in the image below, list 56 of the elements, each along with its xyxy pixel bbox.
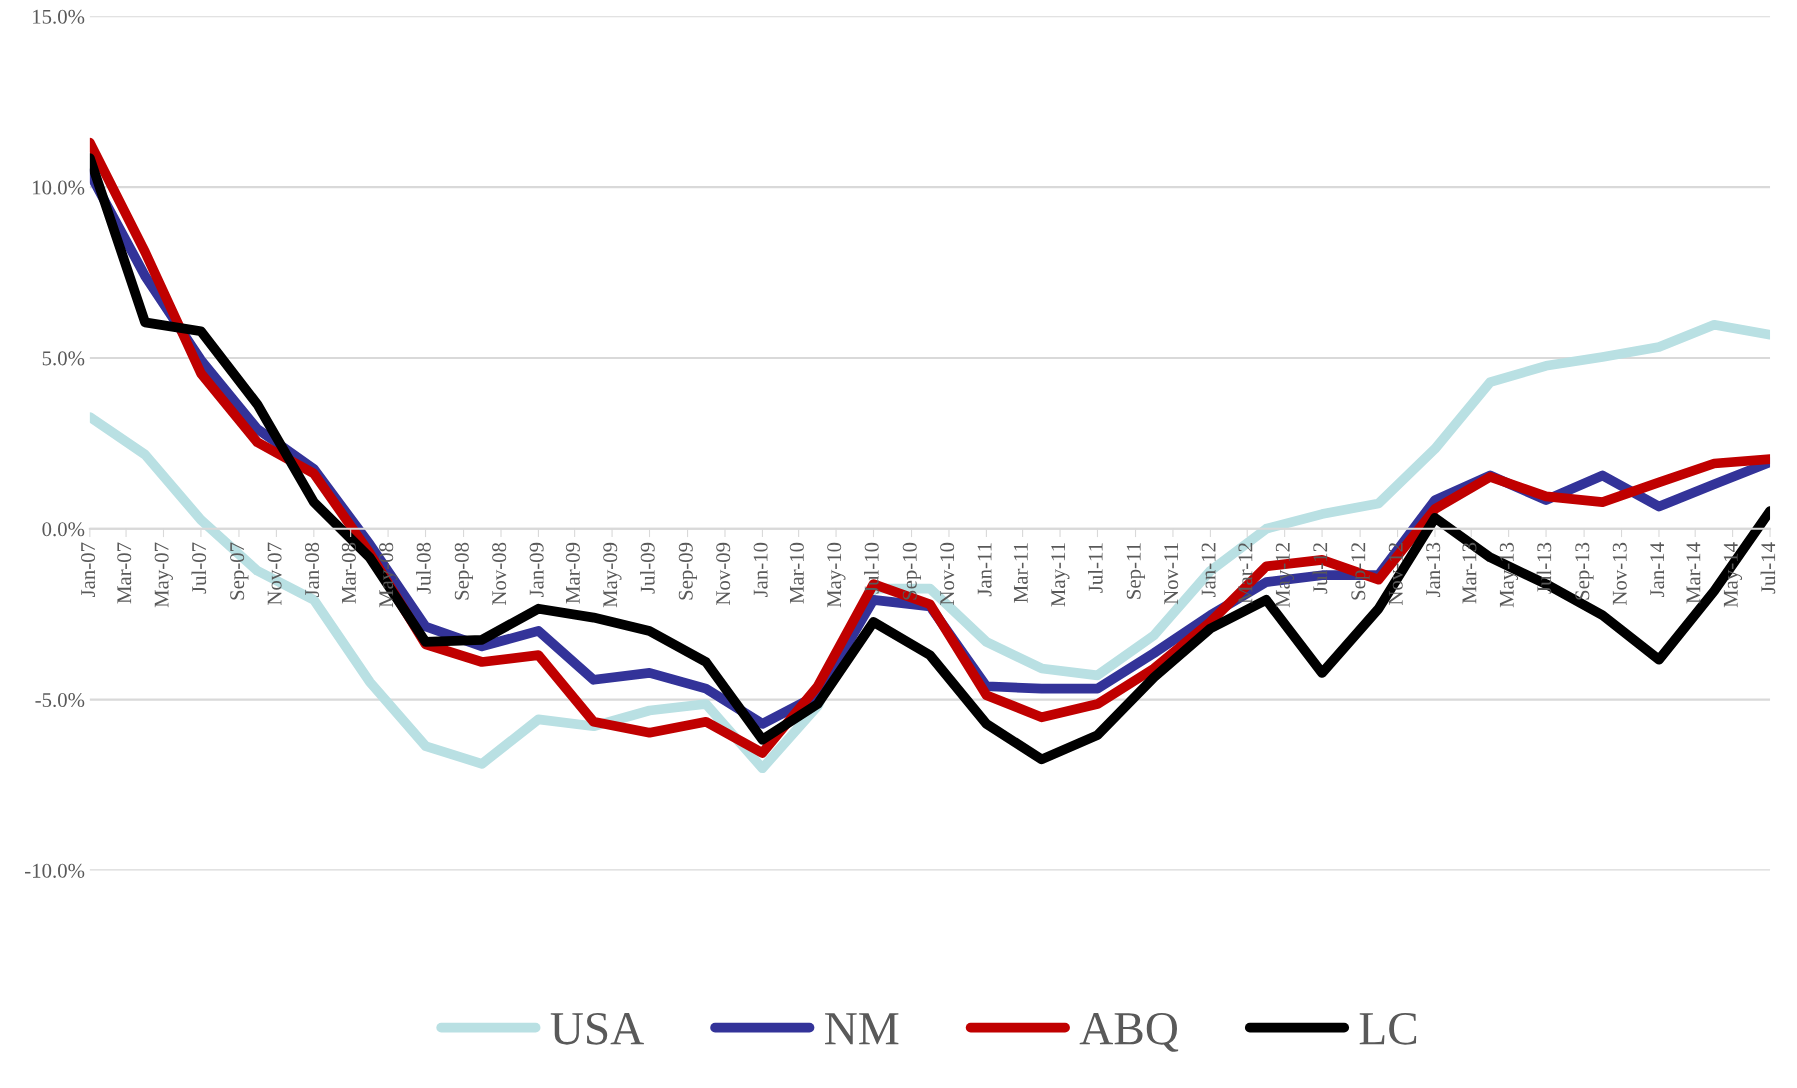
- x-tick-label: Mar-08: [341, 542, 356, 604]
- x-tick-label: Jan-11: [977, 543, 992, 597]
- x-tick-label: May-12: [1275, 543, 1295, 608]
- x-tick-label: Mar-07: [117, 542, 132, 604]
- x-tick-label: May-13: [1499, 542, 1519, 608]
- x-tick-label: Jan-09: [529, 542, 544, 598]
- x-tick-label: May-07: [154, 542, 173, 608]
- x-tick-label: Nov-07: [267, 542, 282, 606]
- x-tick-label: Nov-10: [940, 542, 955, 606]
- x-tick-label: Mar-14: [1686, 542, 1701, 604]
- legend-label: USA: [550, 1012, 644, 1045]
- x-tick-label: Mar-11: [1013, 543, 1028, 603]
- x-tick-label: Jan-10: [753, 542, 768, 598]
- x-tick-label: Sep-12: [1351, 543, 1370, 600]
- x-tick-label: Jan-07: [81, 542, 96, 598]
- x-tick-label: Nov-13: [1612, 542, 1627, 606]
- x-tick-label: May-09: [603, 542, 622, 608]
- x-tick-label: Sep-13: [1575, 542, 1594, 600]
- x-tick-label: Jan-14: [1650, 542, 1665, 598]
- x-tick-label: Jul-07: [191, 542, 207, 594]
- x-tick-label: Nov-12: [1388, 543, 1403, 606]
- x-tick-label: May-10: [827, 542, 846, 608]
- x-tick-label: Sep-09: [678, 542, 697, 600]
- x-tick-label: Jul-14: [1760, 542, 1776, 594]
- x-tick-label: Jul-08: [416, 542, 431, 594]
- x-tick-label: Nov-09: [716, 542, 731, 606]
- y-tick-label: -5.0%: [35, 692, 85, 708]
- x-tick-label: Mar-13: [1462, 542, 1477, 604]
- x-tick-label: Jul-09: [640, 542, 655, 594]
- x-tick-label: Jul-12: [1312, 543, 1328, 594]
- x-tick-label: Nov-11: [1164, 543, 1179, 605]
- y-tick-label: 0.0%: [42, 522, 85, 537]
- y-tick-label: -10.0%: [25, 863, 85, 878]
- x-tick-label: Sep-08: [454, 542, 474, 600]
- x-tick-label: Sep-11: [1126, 543, 1145, 599]
- x-tick-label: Sep-07: [230, 542, 249, 600]
- y-tick-label: 15.0%: [33, 9, 85, 24]
- x-tick-label: Jul-10: [864, 542, 879, 594]
- x-tick-label: Jan-13: [1426, 542, 1441, 598]
- x-tick-label: Jul-13: [1536, 542, 1552, 594]
- legend-label: ABQ: [1079, 1012, 1179, 1052]
- x-tick-label: Jul-11: [1088, 543, 1103, 593]
- x-tick-label: Jan-12: [1201, 543, 1216, 598]
- x-tick-label: May-11: [1051, 543, 1070, 607]
- x-tick-label: May-08: [379, 542, 398, 608]
- y-tick-label: 10.0%: [33, 180, 85, 195]
- legend-label: LC: [1359, 1012, 1417, 1045]
- x-tick-label: Jan-08: [304, 542, 320, 598]
- x-tick-label: Mar-10: [789, 542, 804, 604]
- legend-label: NM: [825, 1013, 899, 1045]
- x-tick-label: Nov-08: [492, 542, 507, 606]
- y-tick-label: 5.0%: [42, 351, 85, 366]
- x-tick-label: Mar-12: [1238, 543, 1253, 604]
- x-tick-label: Mar-09: [565, 542, 580, 604]
- x-tick-label: Sep-10: [902, 542, 921, 600]
- x-tick-label: May-14: [1723, 542, 1743, 608]
